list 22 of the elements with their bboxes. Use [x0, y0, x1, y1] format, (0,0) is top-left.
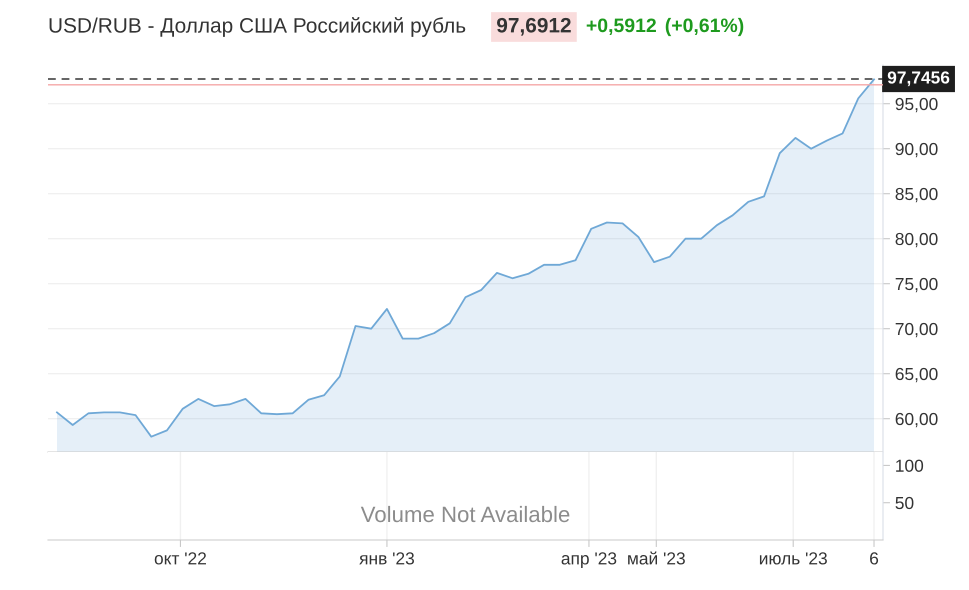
x-tick-label: май '23 — [628, 552, 685, 565]
y-tick-label: 70,00 — [896, 322, 938, 338]
y-tick-label: 90,00 — [896, 142, 938, 158]
y-tick-label: 75,00 — [896, 278, 938, 292]
x-tick-label: 6 — [870, 552, 878, 565]
y-tick-label: 80,00 — [896, 232, 938, 248]
x-tick-label: июль '23 — [760, 552, 827, 565]
y-tick-label: 50 — [896, 496, 914, 510]
x-tick-label: апр '23 — [562, 552, 616, 568]
text: 97,6912 — [497, 18, 571, 36]
text: (+0,61%) — [666, 18, 744, 36]
y-tick-label: 60,00 — [896, 412, 938, 428]
y-tick-label: 85,00 — [896, 188, 938, 202]
ref-line-label: 97,7456 — [888, 71, 950, 86]
x-tick-label: окт '22 — [154, 552, 206, 565]
annotation: Volume Not Available — [360, 506, 570, 522]
chart-title: USD/RUB - Доллар США Российский рубль — [50, 17, 466, 37]
y-tick-label: 95,00 — [896, 98, 938, 112]
text: +0,5912 — [586, 18, 656, 36]
y-tick-label: 65,00 — [896, 368, 938, 382]
x-tick-label: янв '23 — [359, 552, 414, 565]
y-tick-label: 100 — [896, 460, 924, 472]
